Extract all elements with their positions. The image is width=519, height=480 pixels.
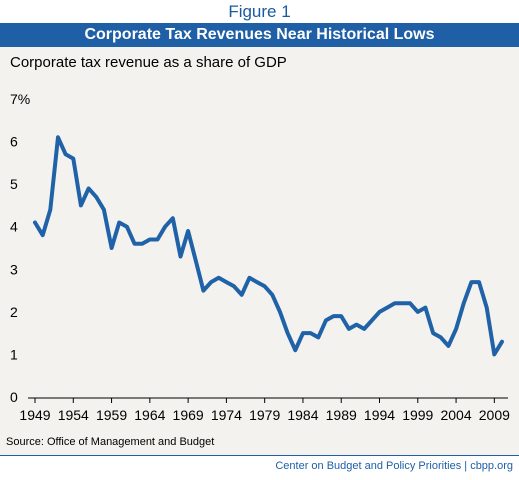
source-note: Source: Office of Management and Budget <box>6 436 215 448</box>
x-tick-label: 1989 <box>326 407 357 423</box>
series-line <box>33 135 504 357</box>
y-tick-label: 4 <box>10 219 18 235</box>
figure-label: Figure 1 <box>0 0 519 23</box>
x-tick-label: 1999 <box>402 407 433 423</box>
chart-panel <box>0 47 519 455</box>
x-tick-label: 2009 <box>479 407 510 423</box>
y-tick-label: 6 <box>10 134 18 150</box>
footer-credit: Center on Budget and Policy Priorities |… <box>275 460 513 472</box>
x-tick-label: 1949 <box>19 407 50 423</box>
x-tick-label: 1994 <box>364 407 395 423</box>
y-tick-label: 3 <box>10 261 18 277</box>
chart-title: Corporate Tax Revenues Near Historical L… <box>0 23 519 47</box>
y-tick-label: 2 <box>10 304 18 320</box>
y-tick-label: 5 <box>10 176 18 192</box>
footer-divider <box>0 455 519 456</box>
y-tick-label: 0 <box>10 389 18 405</box>
y-axis-ticks: 0 1 2 3 4 5 6 7% <box>10 91 30 405</box>
y-tick-label: 7% <box>10 91 30 107</box>
x-tick-label: 1984 <box>287 407 318 423</box>
x-tick-label: 1979 <box>249 407 280 423</box>
x-tick-label: 2004 <box>440 407 471 423</box>
chart-subtitle: Corporate tax revenue as a share of GDP <box>10 54 287 71</box>
x-tick-label: 1964 <box>134 407 165 423</box>
x-tick-label: 1974 <box>211 407 242 423</box>
y-tick-label: 1 <box>10 346 18 362</box>
x-axis-ticks: 1949 1954 1959 1964 1969 1974 1979 1984 1989 1994… <box>19 398 510 423</box>
x-tick-label: 1954 <box>58 407 89 423</box>
x-tick-label: 1959 <box>96 407 127 423</box>
x-tick-label: 1969 <box>173 407 204 423</box>
